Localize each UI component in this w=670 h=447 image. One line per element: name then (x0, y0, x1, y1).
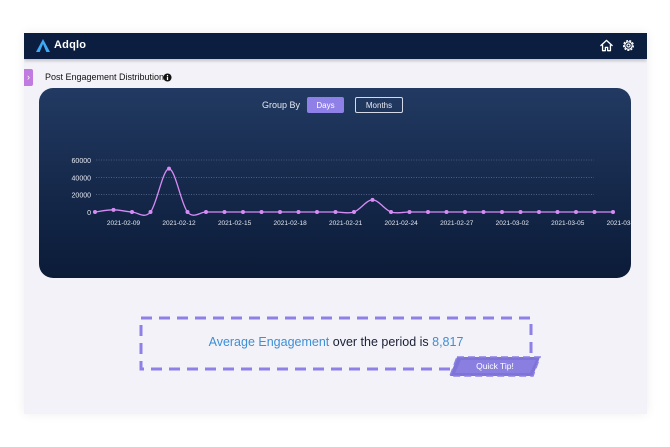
data-point (444, 210, 449, 214)
x-tick-label: 2021-02-21 (329, 220, 363, 227)
engagement-line-chart: 0 20000 40000 60000 2021-02-09 2021-02-12 2021… (72, 158, 631, 227)
group-by-label: Group By (262, 100, 301, 110)
data-point (111, 207, 116, 212)
data-point (463, 210, 467, 214)
x-tick-label: 2021-03-02 (496, 220, 530, 227)
data-point (370, 197, 375, 202)
home-icon[interactable] (599, 38, 614, 53)
section-title: Post Engagement Distribution (45, 72, 165, 82)
data-point (167, 166, 171, 171)
data-point (93, 210, 97, 214)
data-point (130, 210, 134, 214)
chart-card: Group By Days Months 0 20000 40000 60000 202… (39, 88, 631, 278)
data-point (389, 210, 393, 214)
sidebar-expand-button[interactable]: › (24, 69, 33, 86)
y-tick-label: 60000 (72, 158, 92, 165)
data-point (315, 210, 319, 214)
x-tick-label: 2021-02-27 (440, 220, 474, 227)
info-icon[interactable] (163, 73, 172, 82)
tip-dashed-border (139, 316, 533, 371)
top-bar: Adqlo (24, 33, 647, 59)
x-tick-label: 2021-03-08 (607, 220, 631, 227)
tip-text: Average Engagement over the period is 8,… (139, 335, 533, 349)
y-tick-label: 20000 (72, 193, 92, 200)
data-point (481, 210, 486, 214)
data-point (259, 210, 264, 214)
tip-highlight-label: Average Engagement (208, 335, 330, 349)
quick-tip-badge[interactable]: Quick Tip! (449, 356, 541, 377)
data-point (296, 210, 301, 214)
tip-middle-text: over the period is (329, 335, 433, 349)
brand-name: Adqlo (54, 39, 87, 51)
data-point (592, 210, 597, 214)
gear-icon[interactable] (621, 38, 636, 53)
data-point (222, 210, 227, 214)
x-tick-label: 2021-02-24 (385, 220, 419, 227)
data-point (426, 210, 430, 214)
data-point (611, 210, 615, 214)
x-tick-label: 2021-02-12 (162, 220, 196, 227)
data-point (500, 210, 504, 214)
data-point (241, 210, 245, 214)
data-point (148, 210, 153, 214)
engagement-series-line (94, 168, 613, 216)
group-by-months-button[interactable]: Months (355, 97, 403, 113)
data-point (537, 210, 541, 214)
x-tick-label: 2021-03-05 (551, 220, 585, 227)
data-point (185, 210, 190, 214)
data-point (352, 210, 356, 214)
y-tick-label: 40000 (72, 175, 92, 182)
x-tick-label: 2021-02-15 (218, 220, 252, 227)
data-point (333, 210, 338, 214)
x-tick-label: 2021-02-09 (107, 220, 141, 227)
app-window: Adqlo › Post Engagement Distribution Gro… (24, 33, 647, 414)
quick-tip-shape (449, 356, 541, 377)
data-point (204, 210, 208, 214)
data-point (574, 210, 578, 214)
data-point (555, 210, 560, 214)
quick-tip-label: Quick Tip! (476, 361, 514, 371)
data-point (518, 210, 523, 214)
average-engagement-value: 8,817 (432, 335, 464, 349)
y-tick-label: 0 (87, 210, 91, 217)
group-by-days-button[interactable]: Days (307, 97, 344, 113)
data-point (278, 210, 282, 214)
data-point (407, 210, 412, 214)
logo-icon (36, 39, 50, 52)
x-tick-label: 2021-02-18 (273, 220, 307, 227)
average-engagement-tip: Average Engagement over the period is 8,… (139, 316, 533, 371)
